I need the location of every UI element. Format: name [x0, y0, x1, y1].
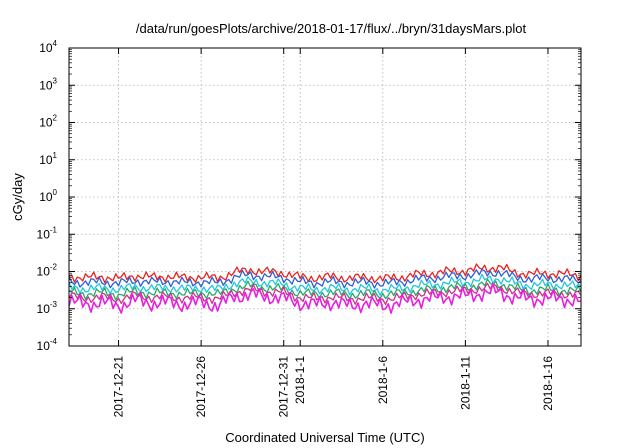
series-line-2 [68, 268, 582, 289]
y-tick-exponent: -3 [50, 300, 58, 309]
y-tick-exponent: 2 [53, 114, 58, 123]
series-line-1 [68, 263, 582, 284]
x-tick-label: 2017-12-31 [277, 356, 291, 418]
y-tick-label: 10-4 [37, 337, 58, 353]
y-tick-label: 102 [39, 114, 57, 130]
y-tick-exponent: 4 [53, 39, 58, 48]
x-tick-label: 2018-1-1 [293, 356, 307, 404]
y-tick-exponent: 1 [53, 151, 58, 160]
y-tick-exponent: -2 [50, 263, 58, 272]
x-tick-label: 2018-1-16 [541, 356, 555, 411]
y-tick-label: 10-2 [37, 263, 58, 279]
y-tick-exponent: 0 [53, 188, 58, 197]
series-line-6 [68, 282, 582, 314]
y-tick-label: 10-3 [37, 300, 58, 316]
x-tick-label: 2018-1-11 [458, 356, 472, 410]
y-tick-label: 104 [39, 39, 57, 55]
series-line-4 [68, 278, 582, 301]
x-axis: 2017-12-21 2017-12-26 2017-12-31 2018-1-1 20… [112, 48, 555, 417]
plot-series [68, 263, 582, 314]
y-tick-label: 10-1 [37, 225, 58, 241]
x-axis-label: Coordinated Universal Time (UTC) [225, 430, 424, 445]
y-axis-label: cGy/day [10, 173, 25, 221]
grid [69, 48, 581, 346]
chart-title: /data/run/goesPlots/archive/2018-01-17/f… [136, 21, 527, 36]
y-tick-exponent: -1 [50, 225, 58, 234]
x-tick-label: 2017-12-26 [194, 356, 208, 418]
series-line-5 [68, 282, 582, 306]
series-line-3 [68, 273, 582, 296]
y-tick-label: 103 [39, 76, 57, 92]
x-tick-label: 2018-1-6 [376, 356, 390, 404]
y-tick-label: 100 [39, 188, 57, 204]
y-tick-exponent: 3 [53, 76, 58, 85]
y-tick-exponent: -4 [50, 337, 58, 346]
y-tick-label: 101 [39, 151, 57, 167]
x-tick-label: 2017-12-21 [112, 356, 126, 418]
